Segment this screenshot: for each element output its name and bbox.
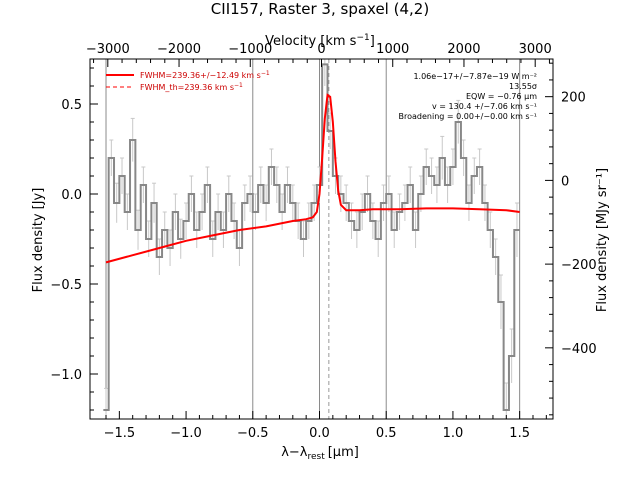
vertical-markers	[105, 59, 521, 419]
x2-tick-label: −3000	[86, 42, 130, 57]
annotation-velocity: v = 130.4 +/−7.06 km s⁻¹	[432, 102, 537, 111]
x-tick-label: −1.0	[170, 426, 202, 441]
x-tick-label: 1.5	[509, 426, 530, 441]
y-tick-label: 0.0	[61, 188, 82, 203]
x2-axis-label: Velocity [km s−1]	[265, 33, 375, 49]
legend-item-1: FWHM=239.36+/−12.49 km s−1	[140, 70, 270, 80]
legend-item-2: FWHM_th=239.36 km s−1	[140, 82, 243, 92]
y2-tick-label: 200	[561, 91, 586, 106]
spectrum-line	[103, 63, 520, 411]
x-axis-label: λ−λrest [μm]	[281, 445, 359, 462]
y2-tick-label: 0	[561, 174, 569, 189]
x2-tick-label: 0	[317, 42, 325, 57]
y-axis-label-left: Flux density [Jy]	[31, 188, 46, 293]
fit-annotations: 1.06e−17+/−7.87e−19 W m⁻² 13.55σ EQW = −…	[399, 72, 538, 121]
x2-tick-label: 1000	[376, 42, 409, 57]
x2-tick-label: −1000	[228, 42, 272, 57]
y-tick-label: −0.5	[50, 278, 82, 293]
y-tick-label: 0.5	[61, 98, 82, 113]
fit-line	[105, 93, 520, 264]
x-tick-label: −1.5	[104, 426, 136, 441]
y2-tick-label: −200	[561, 258, 597, 273]
x2-tick-label: 2000	[447, 42, 480, 57]
y-axis-label-right: Flux density [MJy sr⁻¹]	[595, 168, 610, 312]
annotation-eqw: EQW = −0.76 μm	[466, 92, 537, 101]
plot-frame	[89, 58, 554, 420]
x2-tick-label: 3000	[519, 42, 552, 57]
plot-series	[103, 63, 520, 411]
x2-tick-label: −2000	[157, 42, 201, 57]
x-tick-label: 0.0	[309, 426, 330, 441]
y2-tick-label: −400	[561, 342, 597, 357]
x-tick-label: −0.5	[237, 426, 269, 441]
annotation-snr: 13.55σ	[509, 82, 537, 91]
chart-title: CII157, Raster 3, spaxel (4,2)	[211, 0, 429, 18]
y-tick-label: −1.0	[50, 368, 82, 383]
legend: FWHM=239.36+/−12.49 km s−1 FWHM_th=239.3…	[106, 70, 270, 92]
axis-ticks: −1.5 −1.0 −0.5 0.0 0.5 1.0 1.5 −1.0 −0.5 0.0 0.5 −3…	[50, 42, 596, 441]
annotation-flux: 1.06e−17+/−7.87e−19 W m⁻²	[413, 72, 537, 81]
annotation-broadening: Broadening = 0.00+/−0.00 km s⁻¹	[399, 112, 537, 121]
x-tick-label: 0.5	[376, 426, 397, 441]
x-tick-label: 1.0	[443, 426, 464, 441]
